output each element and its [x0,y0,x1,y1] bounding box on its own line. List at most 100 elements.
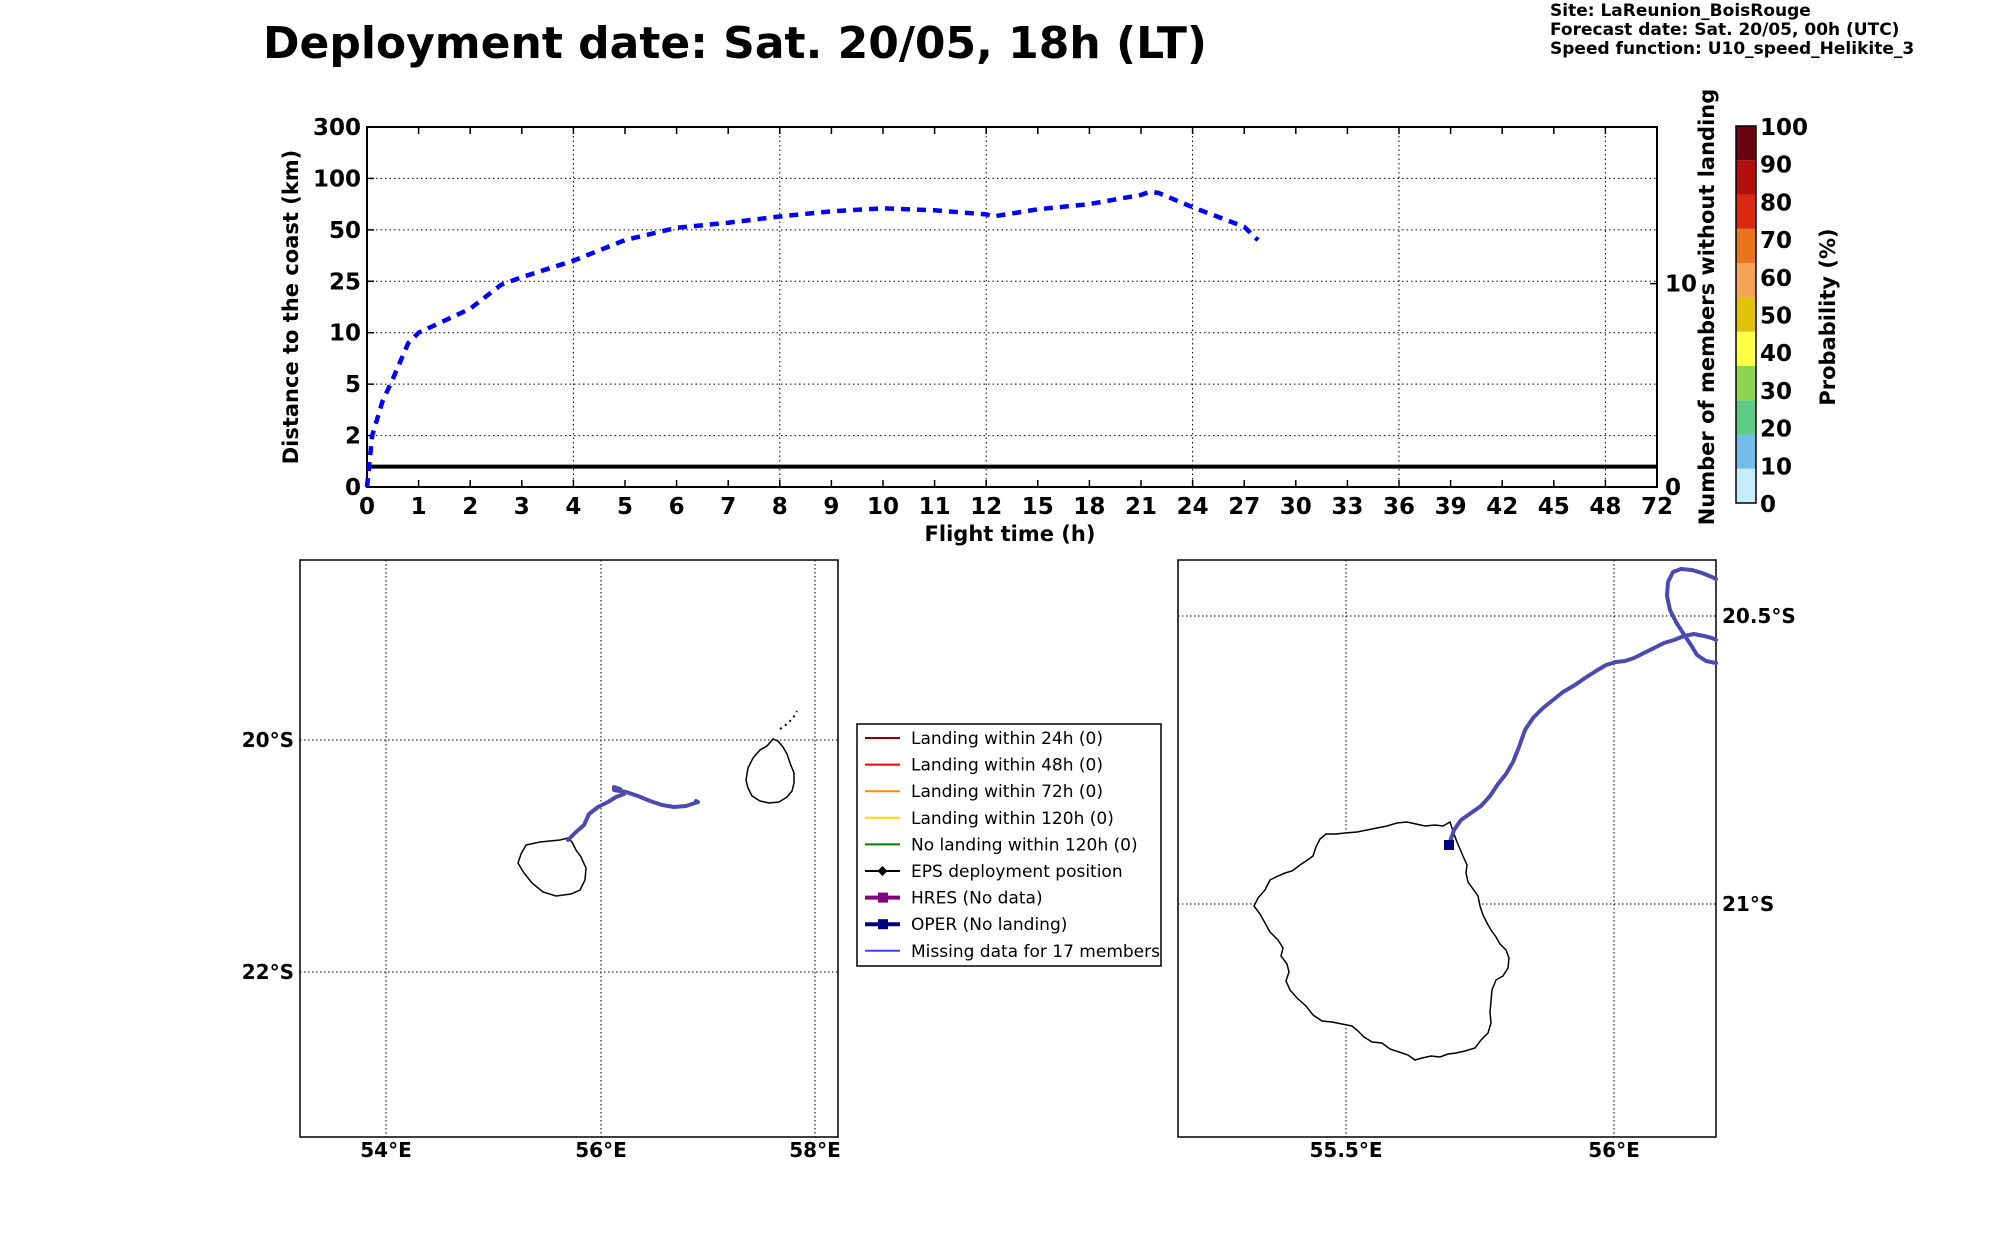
speed-function-label: Speed function: U10_speed_Helikite_3 [1550,39,1915,59]
legend-label: OPER (No landing) [911,915,1067,935]
colorbar-tick-label: 30 [1760,379,1792,405]
x-tick-label: 2 [462,494,478,520]
x-tick-label: 21 [1125,494,1157,520]
x-tick-label: 18 [1073,494,1105,520]
x-tick-label: 12 [970,494,1002,520]
y-tick-label: 100 [313,166,361,192]
legend: Landing within 24h (0) Landing within 48h… [856,723,1162,967]
probability-colorbar: 0 10 20 30 40 50 60 70 80 90 100 [1735,115,1808,518]
y-right-tick-label: 10 [1665,272,1697,298]
overview-track-line [566,785,700,842]
legend-label: HRES (No data) [911,889,1043,909]
legend-label: EPS deployment position [911,862,1123,882]
left-map-xtick: 54°E [360,1138,412,1162]
x-axis-label: Flight time (h) [925,522,1096,546]
overview-map: 54°E 56°E 58°E 20°S 22°S [242,559,841,1162]
y-tick-label: 2 [345,424,361,450]
map-grid [300,560,838,1137]
y-tick-label: 25 [329,269,361,295]
x-tick-label: 27 [1228,494,1260,520]
colorbar-label: Probability (%) [1816,228,1840,405]
legend-marker [878,919,888,930]
y-tick-label: 5 [345,372,361,398]
forecast-info: Site: LaReunion_BoisRouge Forecast date:… [1550,2,1914,59]
x-tick-label: 24 [1177,494,1209,520]
x-tick-label: 39 [1435,494,1467,520]
legend-label: Landing within 120h (0) [911,809,1114,829]
x-tick-labels: 0 1 2 3 4 5 6 7 8 9 10 11 12 15 18 21 24 27 30 33 36 39 42 45 48… [359,127,1673,520]
legend-item: Missing data for 17 members [865,942,1160,962]
x-tick-label: 1 [411,494,427,520]
x-tick-label: 3 [514,494,530,520]
y-axis-label: Distance to the coast (km) [279,150,303,465]
y-tick-label: 50 [329,218,361,244]
forecast-date-label: Forecast date: Sat. 20/05, 00h (UTC) [1550,20,1900,40]
colorbar-segment [1736,194,1756,229]
legend-marker [877,866,888,876]
colorbar-segment [1736,468,1756,503]
y-tick-label: 10 [329,321,361,347]
legend-frame [856,723,1162,967]
chart-grid [367,127,1657,487]
colorbar-tick-label: 20 [1760,417,1792,443]
legend-label: Landing within 48h (0) [911,756,1103,776]
colorbar-tick-label: 60 [1760,266,1792,292]
x-tick-label: 8 [772,494,788,520]
colorbar-segment [1736,263,1756,298]
colorbar-tick-label: 0 [1760,492,1776,518]
y-right-tick-label: 0 [1665,475,1681,501]
colorbar-segment [1736,365,1756,401]
chart-title: Deployment date: Sat. 20/05, 18h (LT) [262,18,1208,69]
x-tick-label: 30 [1280,494,1312,520]
left-map-xtick: 58°E [789,1138,841,1162]
legend-label: Landing within 72h (0) [911,782,1103,802]
legend-label: Landing within 24h (0) [911,729,1103,749]
x-tick-label: 15 [1022,494,1054,520]
legend-item: EPS deployment position [865,862,1123,882]
y-right-axis-label: Number of members without landing [1695,89,1719,526]
reunion-island-outline [517,837,587,897]
oper-deployment-marker [1444,840,1454,850]
small-island-dots [779,710,798,730]
legend-item: HRES (No data) [865,889,1043,909]
x-tick-label: 11 [919,494,951,520]
legend-label: Missing data for 17 members [911,942,1160,962]
colorbar-frame [1735,125,1757,504]
colorbar-tick-label: 40 [1760,341,1792,367]
x-tick-label: 36 [1383,494,1415,520]
left-map-y-ticks: 20°S 22°S [242,728,294,984]
x-tick-label: 5 [617,494,633,520]
mauritius-island-outline [745,738,795,804]
x-tick-label: 42 [1486,494,1518,520]
reunion-island-detail-outline [1253,820,1510,1061]
right-map-ytick: 21°S [1722,892,1774,916]
colorbar-segment [1736,331,1756,366]
left-map-x-ticks: 54°E 56°E 58°E [360,1138,841,1162]
colorbar-segment [1736,434,1756,469]
zoom-map: 55.5°E 56°E 20.5°S 21°S [1177,559,1796,1162]
legend-items: Landing within 24h (0) Landing within 48h… [865,729,1160,962]
right-map-ytick: 20.5°S [1722,604,1796,628]
x-tick-label: 33 [1331,494,1363,520]
x-tick-label: 45 [1538,494,1570,520]
distance-series-line [364,189,1260,488]
legend-item: Landing within 120h (0) [865,809,1114,829]
left-map-ytick: 22°S [242,960,294,984]
legend-label: No landing within 120h (0) [911,835,1138,855]
right-map-xtick: 56°E [1588,1138,1640,1162]
x-tick-label: 0 [359,494,375,520]
colorbar-segment [1736,126,1756,161]
right-map-y-ticks: 20.5°S 21°S [1722,604,1796,916]
y-tick-label: 0 [345,475,361,501]
colorbar-tick-label: 90 [1760,153,1792,179]
legend-item: Landing within 24h (0) [865,729,1103,749]
colorbar-tick-label: 80 [1760,190,1792,216]
x-tick-label: 10 [867,494,899,520]
legend-marker [878,892,888,903]
x-tick-label: 6 [669,494,685,520]
colorbar-segment [1736,297,1756,332]
colorbar-segment [1736,228,1756,264]
colorbar-tick-label: 50 [1760,304,1792,330]
legend-item: OPER (No landing) [865,915,1067,935]
